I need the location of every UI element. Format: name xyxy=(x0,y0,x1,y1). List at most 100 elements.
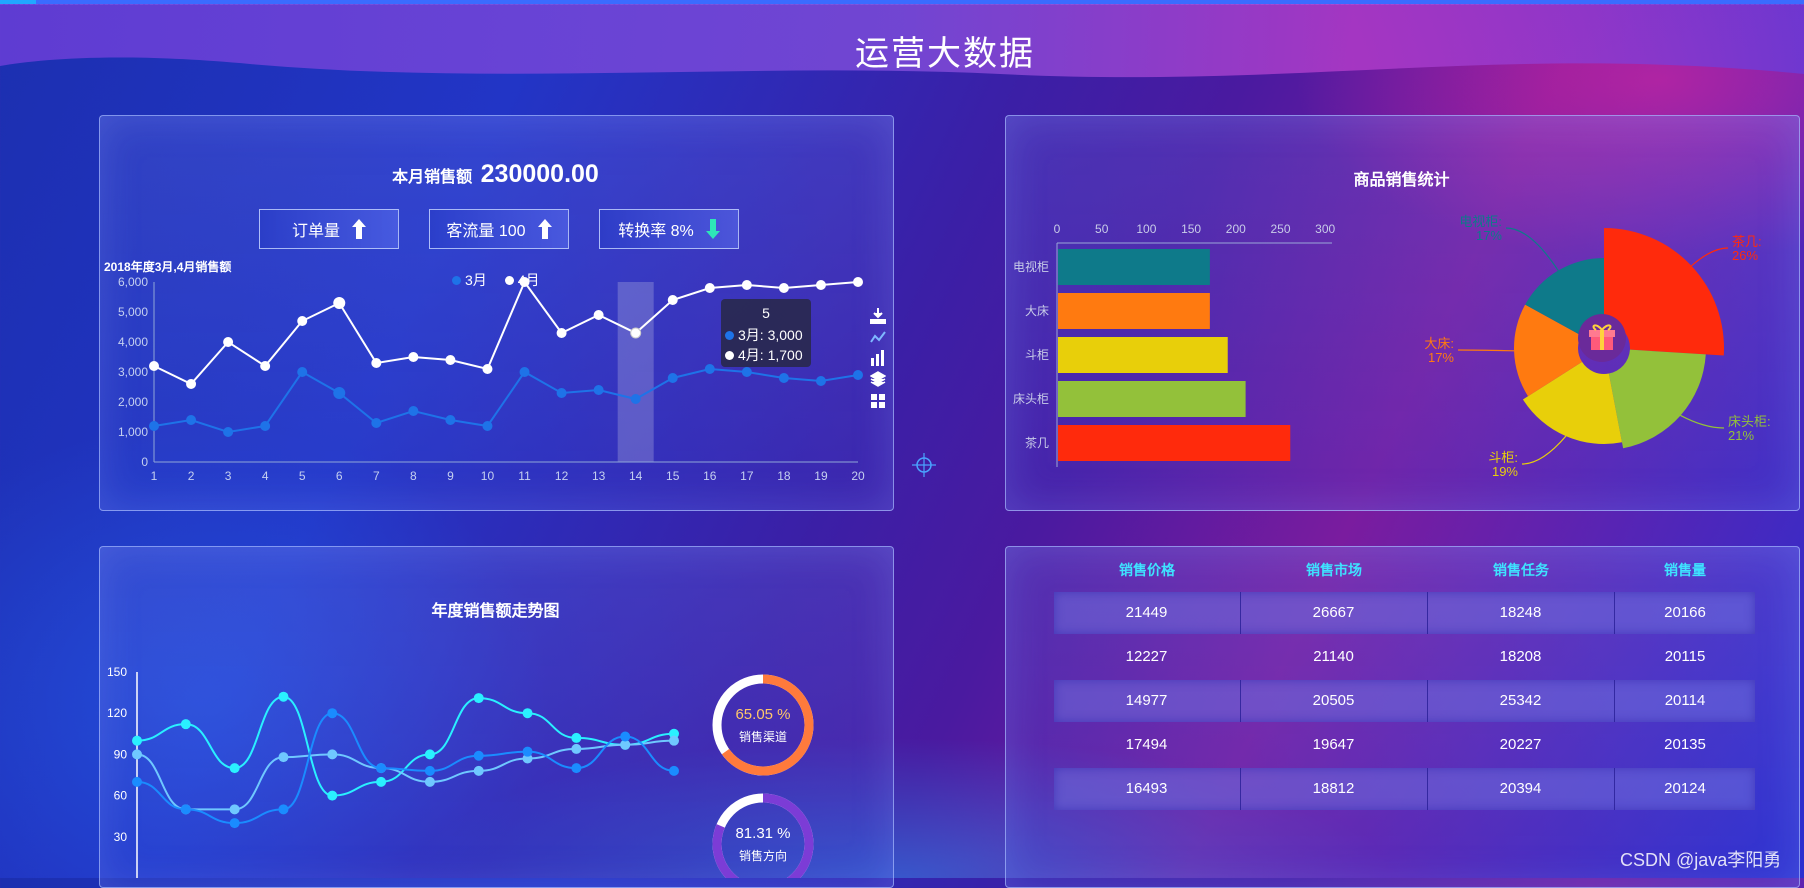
data-point xyxy=(620,739,631,750)
x-tick-label: 13 xyxy=(592,469,606,483)
chart-tooltip: 5 3月: 3,000 4月: 1,700 xyxy=(721,299,811,367)
data-point xyxy=(853,370,863,380)
pie-label: 电视柜: xyxy=(1459,214,1502,229)
data-point xyxy=(223,427,234,437)
pie-percent: 17% xyxy=(1428,350,1454,365)
y-tick-label: 5,000 xyxy=(118,305,148,319)
pie-label: 茶几: xyxy=(1732,234,1762,249)
y-tick-label: 2,000 xyxy=(118,395,148,409)
data-point xyxy=(778,373,789,383)
data-point xyxy=(371,358,382,368)
x-tick-label: 100 xyxy=(1136,222,1156,236)
pie-percent: 21% xyxy=(1728,428,1754,443)
data-point xyxy=(667,295,678,305)
x-tick-label: 14 xyxy=(629,469,643,483)
cell-divider xyxy=(1427,680,1428,722)
table-header-task: 销售任务 xyxy=(1493,562,1549,578)
x-tick-label: 4 xyxy=(262,469,269,483)
y-tick-label: 1,000 xyxy=(118,425,148,439)
label-line xyxy=(1691,247,1729,267)
x-tick-label: 5 xyxy=(299,469,306,483)
data-point xyxy=(815,280,826,290)
bar xyxy=(1058,337,1228,373)
table-row[interactable]: 17494 19647 20227 20135 xyxy=(1054,724,1755,766)
table-header-volume: 销售量 xyxy=(1664,562,1706,578)
data-point xyxy=(376,776,387,787)
data-point xyxy=(278,691,289,702)
kpi-orders[interactable]: 订单量 xyxy=(259,209,399,249)
cell-divider xyxy=(1614,592,1615,634)
cell-divider xyxy=(1614,768,1615,810)
data-point xyxy=(445,355,456,365)
header-wave xyxy=(0,4,1804,78)
label-line xyxy=(1521,435,1567,465)
data-point xyxy=(571,743,582,754)
data-point xyxy=(186,415,197,425)
table-row[interactable]: 21449 26667 18248 20166 xyxy=(1054,592,1755,634)
trend-line-chart[interactable]: 30 60 90 120 150 xyxy=(99,660,689,878)
table-row[interactable]: 14977 20505 25342 20114 xyxy=(1054,680,1755,722)
data-point xyxy=(556,328,567,338)
table-cell: 18248 xyxy=(1499,604,1542,621)
tooltip-line-2: 4月: 1,700 xyxy=(725,345,815,365)
pie-percent: 26% xyxy=(1732,248,1758,263)
x-tick-label: 150 xyxy=(1181,222,1201,236)
tooltip-line-1-text: 3月: 3,000 xyxy=(738,327,803,343)
bar-chart-icon[interactable] xyxy=(871,350,884,366)
stack-icon[interactable] xyxy=(869,371,887,387)
kpi-traffic[interactable]: 客流量 100 xyxy=(429,209,569,249)
data-point xyxy=(593,385,604,395)
data-point xyxy=(149,361,159,371)
x-tick-label: 1 xyxy=(151,469,158,483)
kpi-conversion[interactable]: 转换率 8% xyxy=(599,209,739,249)
tooltip-header: 5 xyxy=(762,305,770,321)
pie-slice xyxy=(1522,361,1622,444)
table-cell: 20505 xyxy=(1312,692,1355,709)
table-cell: 20166 xyxy=(1664,604,1706,621)
data-point xyxy=(522,746,533,757)
crosshair-icon xyxy=(912,453,936,477)
data-point xyxy=(180,804,191,815)
ring-2-label: 销售方向 xyxy=(738,849,787,863)
download-icon[interactable] xyxy=(870,308,886,324)
legend-3[interactable]: 3月 xyxy=(452,272,487,288)
cell-divider xyxy=(1427,592,1428,634)
pie-slice xyxy=(1608,349,1706,449)
trend-panel xyxy=(99,546,894,888)
data-point xyxy=(473,693,484,704)
data-point xyxy=(333,387,346,399)
data-point xyxy=(371,418,382,428)
data-point xyxy=(327,790,338,801)
sales-chart-legend: 3月 4月 xyxy=(452,270,539,290)
data-point xyxy=(620,731,631,742)
x-tick-label: 18 xyxy=(777,469,791,483)
line-chart-icon[interactable] xyxy=(870,331,886,343)
data-point xyxy=(376,763,387,774)
table-cell: 26667 xyxy=(1312,604,1355,621)
pie-label: 床头柜: xyxy=(1728,414,1771,429)
table-cell: 20115 xyxy=(1664,648,1706,665)
data-point xyxy=(778,283,789,293)
table-row[interactable]: 16493 18812 20394 20124 xyxy=(1054,768,1755,810)
table-row[interactable]: 12227 21140 18208 20115 xyxy=(1054,636,1755,678)
tiled-icon[interactable] xyxy=(871,394,885,408)
label-line xyxy=(1680,414,1725,429)
chart-toolbox xyxy=(869,308,887,421)
bar xyxy=(1058,381,1246,417)
bar xyxy=(1058,293,1210,329)
y-tick-label: 6,000 xyxy=(118,275,148,289)
data-point xyxy=(149,421,159,431)
data-point xyxy=(741,280,752,290)
product-pie-chart[interactable]: 茶几:26%床头柜:21%斗柜:19%大床:17%电视柜:17% xyxy=(1410,200,1790,490)
kpi-traffic-label: 客流量 100 xyxy=(446,223,526,240)
x-tick-label: 15 xyxy=(666,469,680,483)
x-tick-label: 50 xyxy=(1095,222,1109,236)
data-point xyxy=(229,818,240,829)
x-tick-label: 11 xyxy=(518,469,531,483)
data-point xyxy=(260,361,271,371)
ring-2-value: 81.31 % xyxy=(735,825,791,842)
cell-divider xyxy=(1240,768,1241,810)
